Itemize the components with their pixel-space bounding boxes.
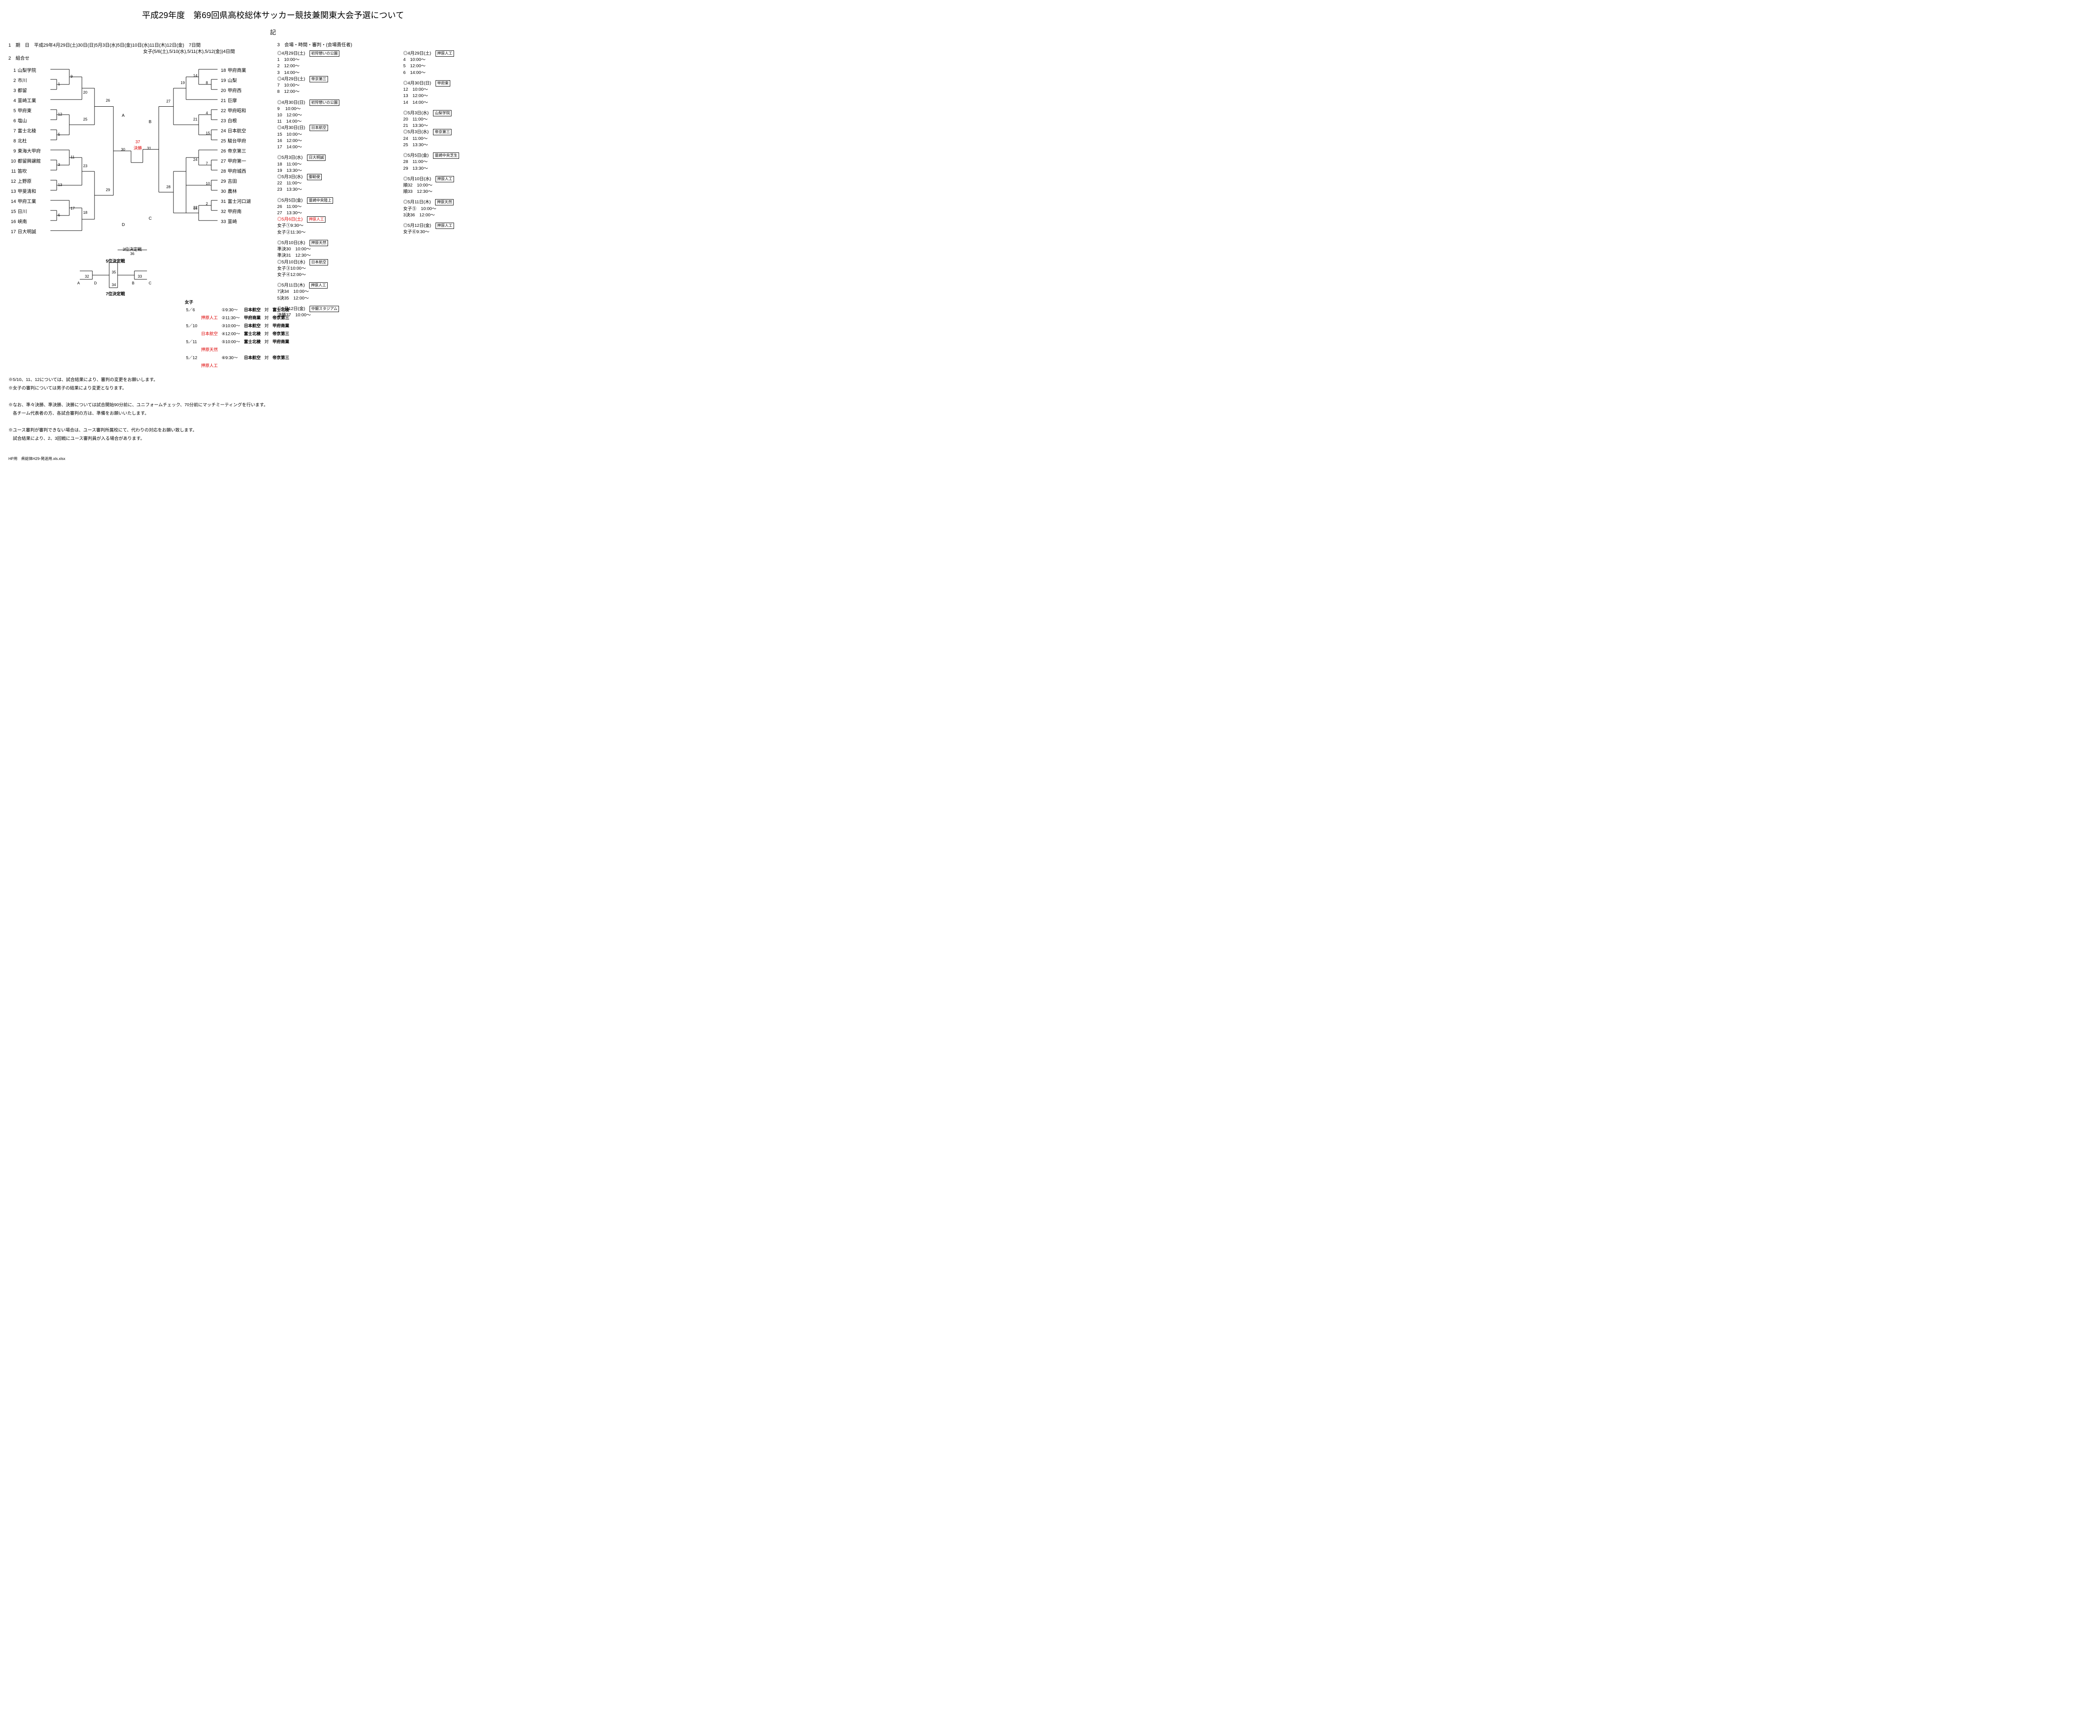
match-label: 5 (58, 132, 60, 137)
sched-block: ◎5月3日(水) 山梨学院20 11:00～21 13:30～◎5月3日(水) … (403, 110, 500, 148)
group-D: D (122, 223, 125, 227)
match-label: 23 (83, 164, 87, 168)
bracket-lines (8, 65, 265, 309)
sched-block: ◎5月10日(水) 押原人工順32 10:00～順33 12:30～ (403, 176, 500, 195)
match-label: 24 (193, 158, 197, 162)
match-label: 6 (58, 213, 60, 217)
match-label: 11 (71, 155, 74, 159)
loser-B: B (132, 281, 134, 285)
label-3rd: 3位決定戦 (123, 246, 142, 252)
section3-header: 3 会場・時間・審判・(会場責任者) (277, 41, 352, 48)
note-line: 試合結果により、2、3回戦にユース審判員が入る場合があります。 (8, 435, 538, 443)
sched-block: ◎5月5日(金) 韮崎中央陸上26 11:00～27 13:30～◎5月6日(土… (277, 197, 374, 236)
sched-block: ◎5月3日(水) 日大明誠18 11:00～19 13:30～◎5月3日(水) … (277, 155, 374, 193)
match-label: 13 (58, 183, 62, 187)
match-label: 27 (166, 99, 171, 103)
group-A: A (122, 113, 125, 118)
page-title: 平成29年度 第69回県高校総体サッカー競技兼関東大会予選について (8, 8, 538, 21)
loser-A: A (77, 281, 80, 285)
sched-block: ◎5月12日(金) 押原人工女子⑥9:30～ (403, 223, 500, 235)
match-label: 28 (166, 185, 171, 189)
bracket: 1山梨学院2市川3都留4韮崎工業5甲府東6塩山7富士北稜8北杜9東海大甲府10都… (8, 65, 265, 309)
loser-D: D (94, 281, 97, 285)
match-32: 32 (85, 274, 89, 278)
women-row: 5／11⑤10:00～富士北稜対甲府商業 (186, 339, 292, 346)
match-37: 37決勝 (134, 140, 142, 151)
women-schedule: 女子 5／6①9:30～日本航空対富士北稜押原人工②11:30～甲府商業対帝京第… (185, 299, 293, 370)
sched-block: ◎5月11日(木) 押原人工7決34 10:00～5決35 12:00～ (277, 282, 374, 302)
match-34: 34 (112, 283, 116, 287)
note-line: ※女子の審判については男子の結果により変更となります。 (8, 384, 538, 393)
sched-block: ◎4月29日(土) 押原人工4 10:00～5 12:00～6 14:00～ (403, 50, 500, 76)
sched-block: ◎4月29日(土) 初狩憩いの公園1 10:00～2 12:00～3 14:00… (277, 50, 374, 95)
match-label: 18 (83, 210, 87, 215)
ki-label: 記 (8, 28, 538, 37)
match-label: 26 (106, 98, 110, 102)
women-row: 押原人工②11:30～甲府商業対帝京第三 (186, 315, 292, 322)
sched-block: ◎5月10日(水) 押原天然準決30 10:00～準決31 12:30～◎5月1… (277, 240, 374, 278)
schedule-col-left: ◎4月29日(土) 初狩憩いの公園1 10:00～2 12:00～3 14:00… (277, 50, 374, 323)
match-35: 35 (112, 270, 116, 274)
match-33: 33 (138, 274, 142, 278)
women-row: 5／10③10:00～日本航空対甲府商業 (186, 323, 292, 330)
note-line (8, 393, 538, 401)
match-label: 20 (83, 90, 87, 95)
header-line1: 1 期 日 平成29年4月29日(土)30日(日)5月3日(水)5日(金)10日… (8, 42, 538, 49)
match-label: 9 (71, 74, 73, 79)
group-B: B (149, 120, 152, 124)
match-label: 4 (206, 111, 208, 115)
schedule-columns: ◎4月29日(土) 初狩憩いの公園1 10:00～2 12:00～3 14:00… (277, 50, 500, 323)
match-label: 2 (206, 202, 208, 206)
match-label: 14 (193, 74, 197, 78)
match-label: 19 (181, 81, 185, 85)
women-row: 日本航空④12:00～富士北稜対帝京第三 (186, 331, 292, 338)
match-label: 15 (206, 131, 210, 135)
match-label: 8 (206, 81, 208, 85)
match-label: 31 (147, 146, 151, 150)
match-label: 29 (106, 188, 110, 192)
women-row: 5／6①9:30～日本航空対富士北稜 (186, 307, 292, 314)
match-label: 1 (58, 82, 60, 86)
match-label: 3 (58, 163, 60, 167)
women-row: 押原人工 (186, 362, 292, 370)
label-7th: 7位決定戦 (106, 290, 125, 297)
note-line (8, 418, 538, 426)
sched-block: ◎5月12日(金) 中銀スタジアム決勝37 10:00～ (277, 306, 374, 318)
sched-block: ◎5月5日(金) 韮崎中央芝生28 11:00～29 13:30～ (403, 152, 500, 172)
note-line: 各チーム代表者の方、各試合審判の方は、準備をお願いいたします。 (8, 410, 538, 418)
loser-C: C (149, 281, 152, 285)
note-line: ※なお、準々決勝、準決勝、決勝については試合開始90分前に、ユニフォームチェック… (8, 401, 538, 410)
group-C: C (149, 216, 152, 221)
schedule-col-right: ◎4月29日(土) 押原人工4 10:00～5 12:00～6 14:00～ ◎4… (403, 50, 500, 323)
women-row: 押原天然 (186, 347, 292, 354)
sched-block: ◎4月30日(日) 甲府東12 10:00～13 12:00～14 14:00～ (403, 80, 500, 106)
footer-filename: HP用 県総体H29-発送用.xls.xlsx (8, 456, 538, 461)
label-5th: 5位決定戦 (106, 257, 125, 264)
match-label: 12 (58, 112, 62, 116)
match-label: 7 (206, 161, 208, 165)
note-line: ※ユース審判が審判できない場合は、ユース審判所属校にて、代わりの対応をお願い致し… (8, 426, 538, 435)
match-label: 10 (206, 181, 210, 186)
note-line: ※5/10、11、12については、試合結果により、審判の変更をお願いします。 (8, 376, 538, 384)
match-label: 21 (193, 117, 197, 121)
match-label: 22 (193, 205, 197, 210)
match-label: 25 (83, 117, 87, 121)
match-label: 30 (121, 147, 125, 152)
sched-block: ◎5月11日(木) 押原天然女子⑤ 10:00～3決36 12:00～ (403, 199, 500, 218)
sched-block: ◎4月30日(日) 初狩憩いの公園9 10:00～10 12:00～11 14:… (277, 100, 374, 151)
match-36: 36 (130, 252, 134, 256)
women-row: 5／12⑥9:30～日本航空対帝京第三 (186, 355, 292, 362)
match-label: 17 (71, 206, 75, 210)
